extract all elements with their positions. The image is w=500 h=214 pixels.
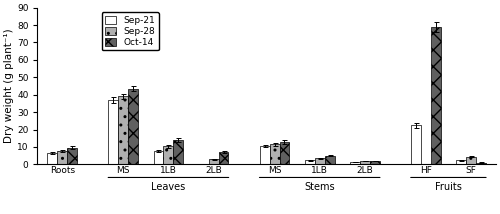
Bar [174, 140, 184, 164]
Bar [466, 157, 476, 164]
Bar [360, 161, 370, 164]
Bar [314, 158, 324, 164]
Bar [456, 160, 466, 164]
Bar [164, 146, 173, 164]
Bar [280, 142, 289, 164]
Bar [68, 148, 77, 164]
Y-axis label: Dry weight (g plant⁻¹): Dry weight (g plant⁻¹) [4, 29, 14, 143]
Bar [411, 125, 421, 164]
Legend: Sep-21, Sep-28, Oct-14: Sep-21, Sep-28, Oct-14 [102, 12, 158, 51]
Text: Leaves: Leaves [152, 182, 186, 192]
Text: Fruits: Fruits [435, 182, 462, 192]
Bar [208, 159, 218, 164]
Bar [260, 146, 270, 164]
Bar [48, 153, 58, 164]
Bar [108, 100, 118, 164]
Bar [154, 151, 164, 164]
Bar [128, 89, 138, 164]
Text: Stems: Stems [304, 182, 335, 192]
Bar [324, 156, 334, 164]
Bar [305, 160, 314, 164]
Bar [476, 163, 486, 164]
Bar [118, 97, 128, 164]
Bar [431, 27, 440, 164]
Bar [218, 152, 228, 164]
Bar [58, 151, 68, 164]
Bar [370, 161, 380, 164]
Bar [270, 144, 280, 164]
Bar [350, 162, 360, 164]
